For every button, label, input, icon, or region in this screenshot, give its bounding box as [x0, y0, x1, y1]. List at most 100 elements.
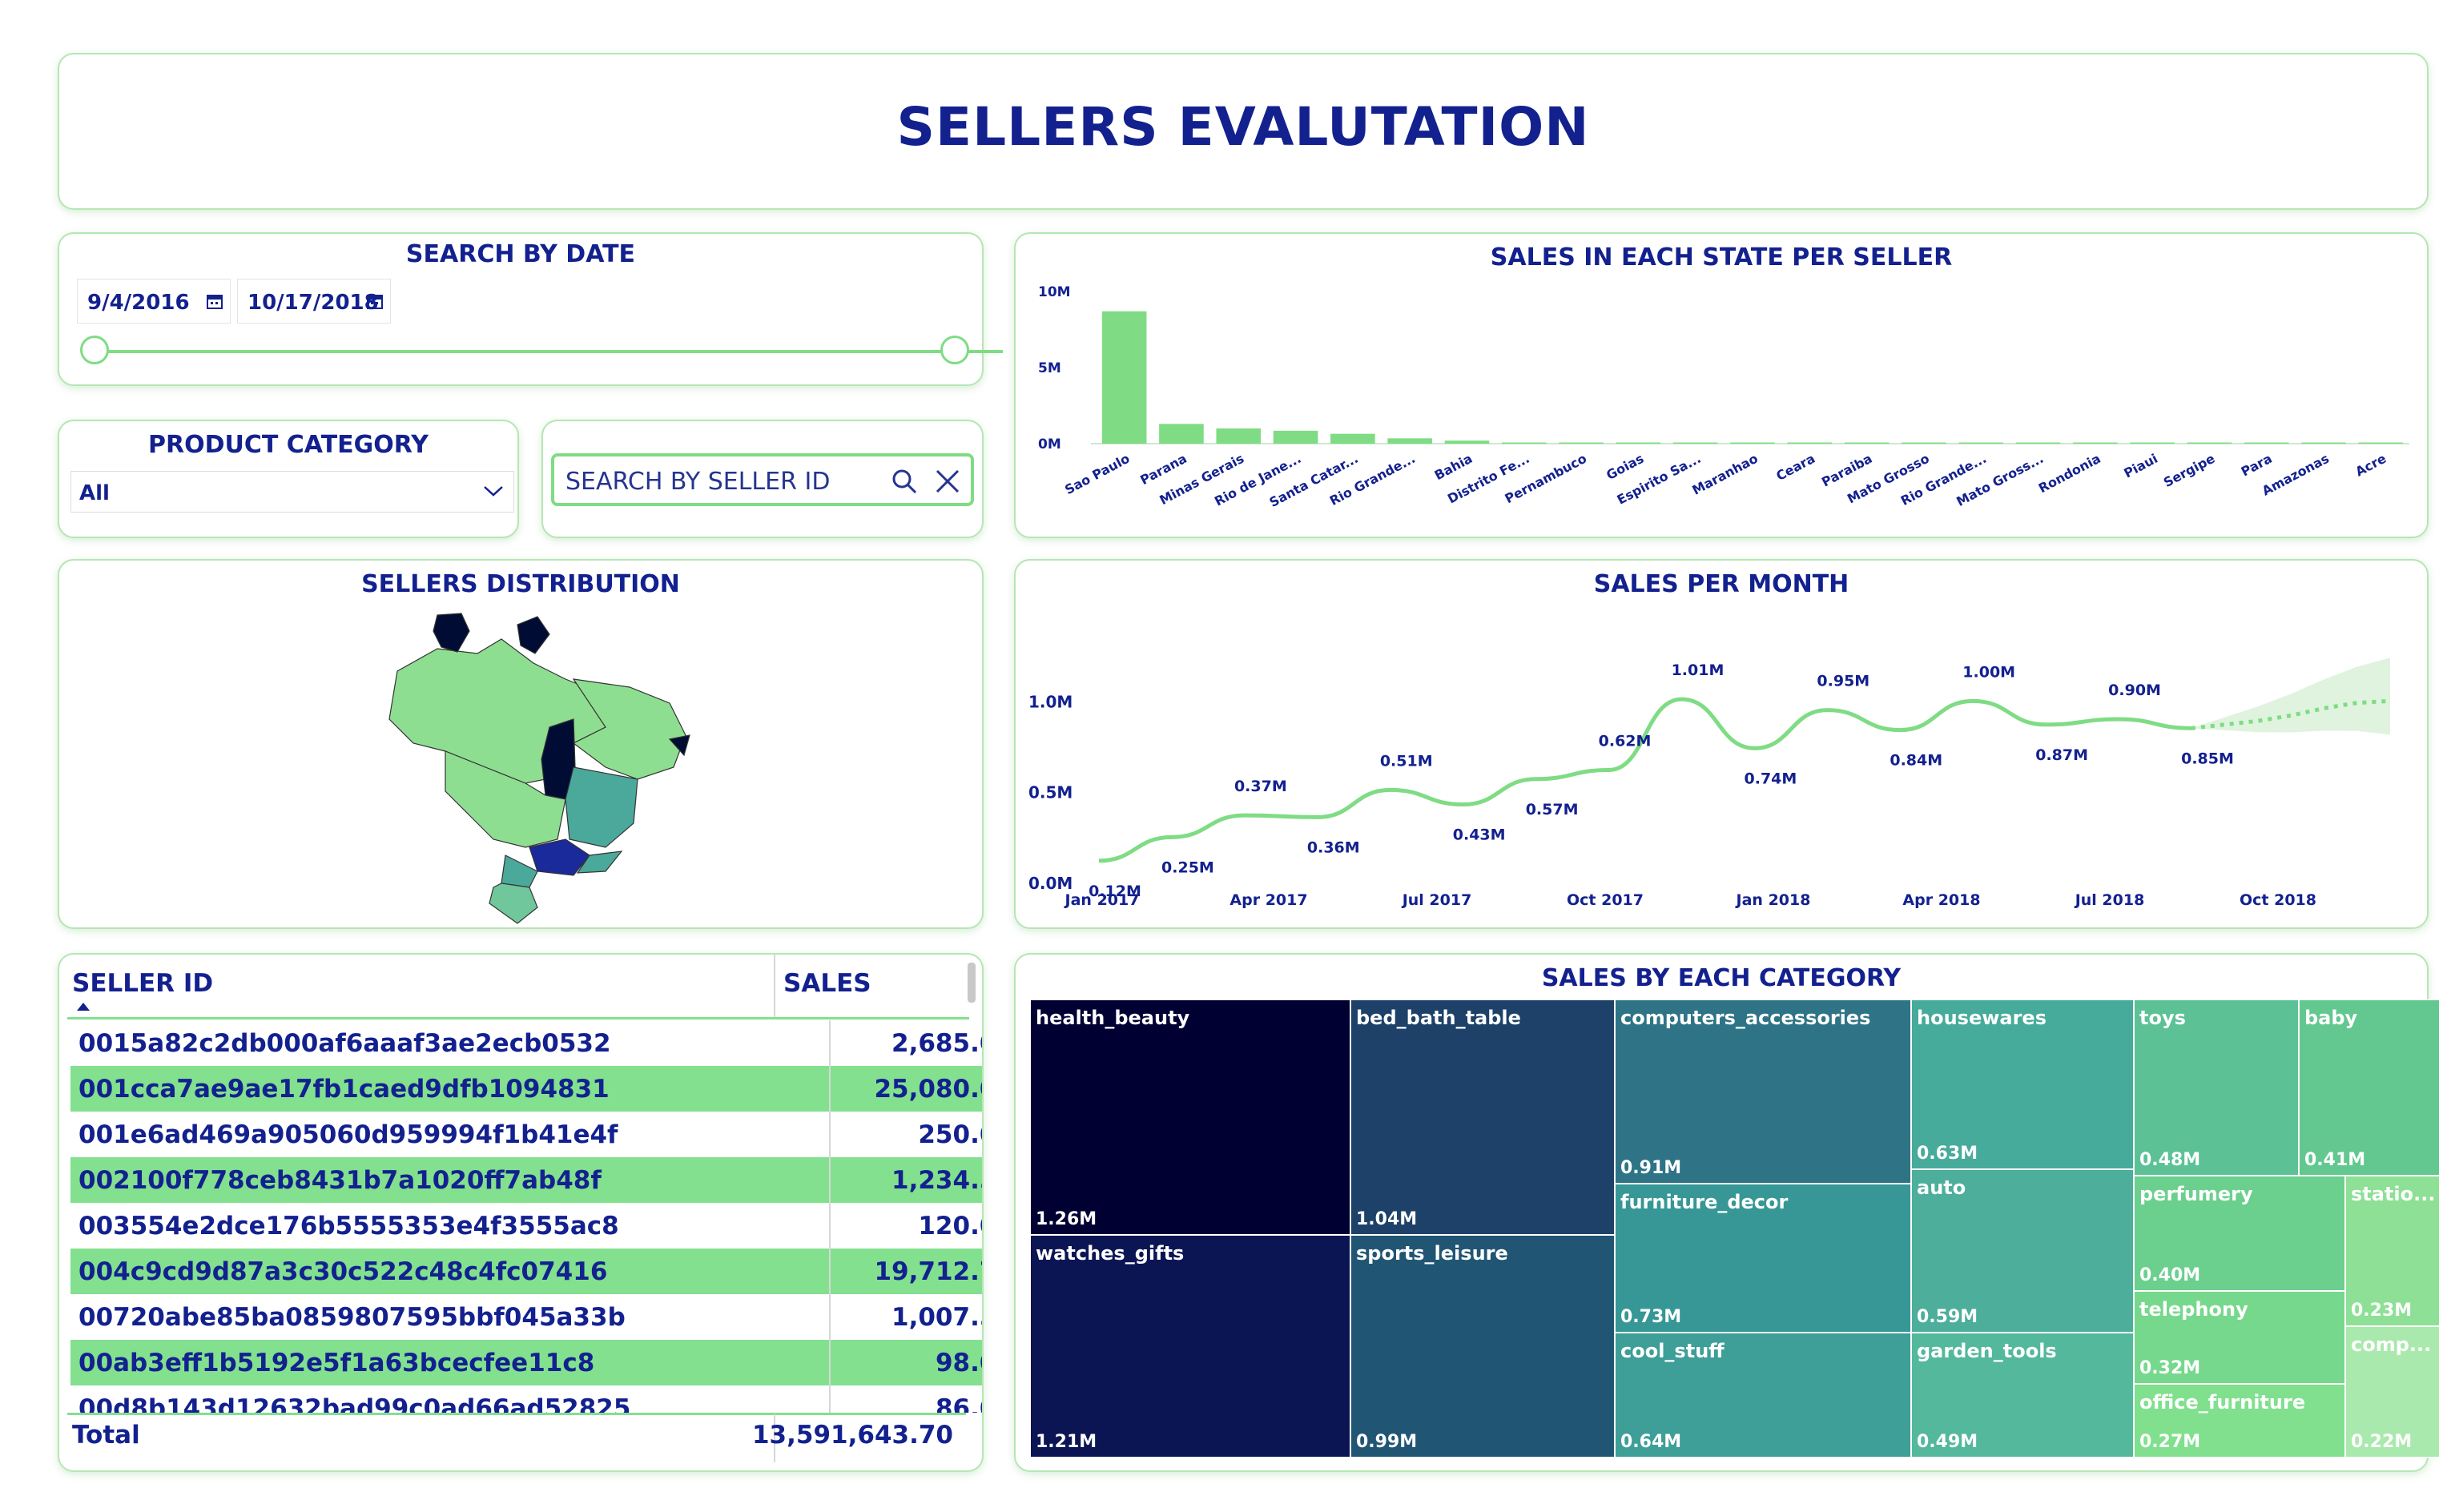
state-bar[interactable] — [2073, 442, 2118, 444]
treemap-tile-label: health_beauty — [1036, 1007, 1190, 1029]
map-region-roraima[interactable] — [433, 613, 470, 653]
state-bar[interactable] — [1159, 424, 1204, 444]
sales-line[interactable] — [1098, 697, 2192, 863]
sort-ascending-icon[interactable] — [75, 1001, 91, 1012]
treemap-tile[interactable]: bed_bath_table 1.04M — [1350, 999, 1615, 1235]
treemap-tile-value: 0.22M — [2351, 1432, 2413, 1452]
treemap-tile[interactable]: baby 0.41M — [2299, 999, 2440, 1176]
table-scrollbar[interactable] — [968, 963, 976, 1003]
date-range-end-handle[interactable] — [940, 336, 969, 364]
state-bar[interactable] — [1444, 440, 1490, 444]
x-tick-label: Jan 2017 — [1064, 891, 1140, 909]
state-bar[interactable] — [1216, 428, 1262, 444]
calendar-icon[interactable] — [206, 292, 223, 310]
state-bar[interactable] — [1501, 442, 1547, 444]
table-row[interactable]: 004c9cd9d87a3c30c522c48c4fc0741619,712.7… — [70, 1249, 982, 1294]
state-bar[interactable] — [1559, 442, 1604, 444]
map-region-parana[interactable] — [501, 855, 538, 888]
state-bar[interactable] — [1330, 433, 1375, 444]
table-row[interactable]: 00d8b143d12632bad99c0ad66ad52825 86.00 — [70, 1385, 982, 1413]
map-region-rio-de-janeiro[interactable] — [576, 850, 623, 874]
x-tick-label: Apr 2018 — [1902, 891, 1980, 909]
seller-search-input[interactable]: SEARCH BY SELLER ID — [551, 453, 974, 506]
map-region-midwest[interactable] — [445, 750, 566, 848]
total-label: Total — [72, 1421, 140, 1450]
point-label: 0.74M — [1745, 770, 1797, 787]
map-region-sao-paulo[interactable] — [529, 838, 590, 876]
treemap-tile[interactable]: furniture_decor 0.73M — [1615, 1184, 1911, 1333]
treemap-tile[interactable]: watches_gifts 1.21M — [1030, 1235, 1350, 1458]
point-label: 0.95M — [1817, 673, 1869, 690]
category-dropdown[interactable]: All — [70, 471, 514, 513]
treemap-tile[interactable]: auto 0.59M — [1911, 1169, 2134, 1333]
table-row[interactable]: 00720abe85ba0859807595bbf045a33b 1,007.50 — [70, 1294, 982, 1340]
sales-cell: 98.00 — [829, 1340, 982, 1385]
treemap-tile[interactable]: perfumery 0.40M — [2134, 1176, 2345, 1291]
treemap-tile[interactable]: housewares 0.63M — [1911, 999, 2134, 1169]
state-bar[interactable] — [2358, 442, 2404, 444]
calendar-icon[interactable] — [366, 292, 384, 310]
state-bar[interactable] — [2187, 442, 2232, 444]
state-bar[interactable] — [1730, 442, 1775, 444]
treemap-tile-value: 0.23M — [2351, 1301, 2413, 1321]
state-bar[interactable] — [1387, 438, 1432, 444]
treemap-tile-label: auto — [1917, 1176, 1966, 1199]
map-region-amapa[interactable] — [517, 616, 550, 654]
state-bar[interactable] — [2130, 442, 2175, 444]
treemap-tile[interactable]: telephony 0.32M — [2134, 1291, 2345, 1384]
map-region-northeast[interactable] — [572, 678, 686, 780]
column-header-seller-id[interactable]: SELLER ID — [72, 969, 214, 998]
treemap-tile-label: comp... — [2351, 1333, 2432, 1356]
start-date-input[interactable]: 9/4/2016 — [77, 279, 231, 324]
treemap-tile-value: 0.59M — [1917, 1307, 1978, 1327]
date-range-track[interactable] — [95, 350, 1003, 353]
map-region-pernambuco[interactable] — [668, 734, 690, 757]
column-divider — [774, 955, 775, 1017]
seller-id-cell: 0015a82c2db000af6aaaf3ae2ecb0532 — [78, 1028, 611, 1058]
treemap-tile[interactable]: health_beauty 1.26M — [1030, 999, 1350, 1235]
treemap-tile[interactable]: sports_leisure 0.99M — [1350, 1235, 1615, 1458]
point-label: 0.51M — [1380, 752, 1433, 770]
clear-icon[interactable] — [934, 468, 961, 495]
treemap-tile[interactable]: toys 0.48M — [2134, 999, 2299, 1176]
table-row[interactable]: 001e6ad469a905060d959994f1b41e4f 250.00 — [70, 1112, 982, 1157]
state-bar[interactable] — [2244, 442, 2289, 444]
category-filter-title: PRODUCT CATEGORY — [148, 431, 429, 459]
state-bar[interactable] — [1273, 430, 1318, 444]
treemap-tile-label: baby — [2304, 1007, 2358, 1029]
search-icon[interactable] — [891, 468, 918, 495]
state-bar[interactable] — [1672, 442, 1718, 444]
state-bar[interactable] — [1844, 442, 1890, 444]
state-bar[interactable] — [1787, 442, 1833, 444]
treemap-tile[interactable]: statio... 0.23M — [2345, 1176, 2440, 1326]
seller-search-placeholder: SEARCH BY SELLER ID — [565, 468, 831, 496]
state-bar[interactable] — [1616, 442, 1661, 444]
date-range-start-handle[interactable] — [80, 336, 109, 364]
end-date-input[interactable]: 10/17/2018 — [237, 279, 391, 324]
map-region-minas-gerais[interactable] — [565, 766, 638, 848]
treemap-tile[interactable]: cool_stuff 0.64M — [1615, 1333, 1911, 1458]
table-row[interactable]: 001cca7ae9ae17fb1caed9dfb109483125,080.0… — [70, 1066, 982, 1112]
state-bar[interactable] — [2301, 442, 2346, 444]
map-region-south[interactable] — [489, 883, 538, 924]
state-bar[interactable] — [2015, 442, 2061, 444]
treemap-tile[interactable]: garden_tools 0.49M — [1911, 1333, 2134, 1458]
treemap-tile-value: 0.49M — [1917, 1432, 1978, 1452]
table-row[interactable]: 0015a82c2db000af6aaaf3ae2ecb0532 2,685.00 — [70, 1020, 982, 1066]
map-title: SELLERS DISTRIBUTION — [361, 570, 680, 598]
table-row[interactable]: 003554e2dce176b5555353e4f3555ac8 120.00 — [70, 1203, 982, 1249]
state-bar[interactable] — [1101, 311, 1147, 444]
header-underline — [67, 1017, 969, 1019]
treemap-tile[interactable]: comp... 0.22M — [2345, 1326, 2440, 1458]
treemap-tile[interactable]: computers_accessories 0.91M — [1615, 999, 1911, 1184]
column-header-sales[interactable]: SALES — [783, 969, 871, 998]
brazil-map[interactable] — [365, 607, 702, 927]
point-label: 0.62M — [1599, 732, 1652, 750]
treemap-tile-value: 1.04M — [1356, 1209, 1418, 1229]
treemap-tile[interactable]: office_furniture 0.27M — [2134, 1384, 2345, 1458]
state-bar[interactable] — [1902, 442, 1946, 444]
seller-id-cell: 001cca7ae9ae17fb1caed9dfb1094831 — [70, 1066, 830, 1112]
state-bar[interactable] — [1958, 442, 2004, 444]
